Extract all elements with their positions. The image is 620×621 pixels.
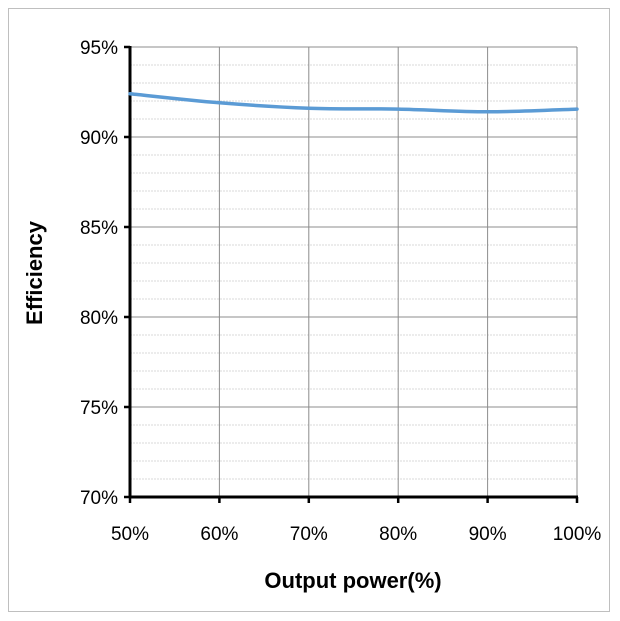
y-tick-label: 70% bbox=[80, 488, 118, 509]
y-tick-label: 95% bbox=[80, 38, 118, 59]
y-tick-label: 80% bbox=[80, 308, 118, 329]
x-tick-label: 60% bbox=[200, 524, 238, 545]
y-tick-label: 75% bbox=[80, 398, 118, 419]
series-group bbox=[128, 92, 579, 114]
x-tick-label: 50% bbox=[111, 524, 149, 545]
y-tick-label: 85% bbox=[80, 218, 118, 239]
y-tick-label: 90% bbox=[80, 128, 118, 149]
x-axis-title: Output power(%) bbox=[264, 568, 441, 593]
x-tick-label: 80% bbox=[379, 524, 417, 545]
minor-gridlines bbox=[130, 64, 577, 480]
x-tick-label: 100% bbox=[553, 524, 602, 545]
y-axis-title: Efficiency bbox=[22, 220, 47, 325]
y-tick-labels: 70% 75% 80% 85% 90% 95% bbox=[80, 38, 118, 509]
x-tick-label: 70% bbox=[290, 524, 328, 545]
x-tick-labels: 50% 60% 70% 80% 90% 100% bbox=[111, 524, 601, 545]
efficiency-series-line bbox=[128, 92, 579, 114]
major-gridlines bbox=[130, 46, 578, 497]
axes bbox=[124, 45, 579, 503]
x-tick-label: 90% bbox=[469, 524, 507, 545]
